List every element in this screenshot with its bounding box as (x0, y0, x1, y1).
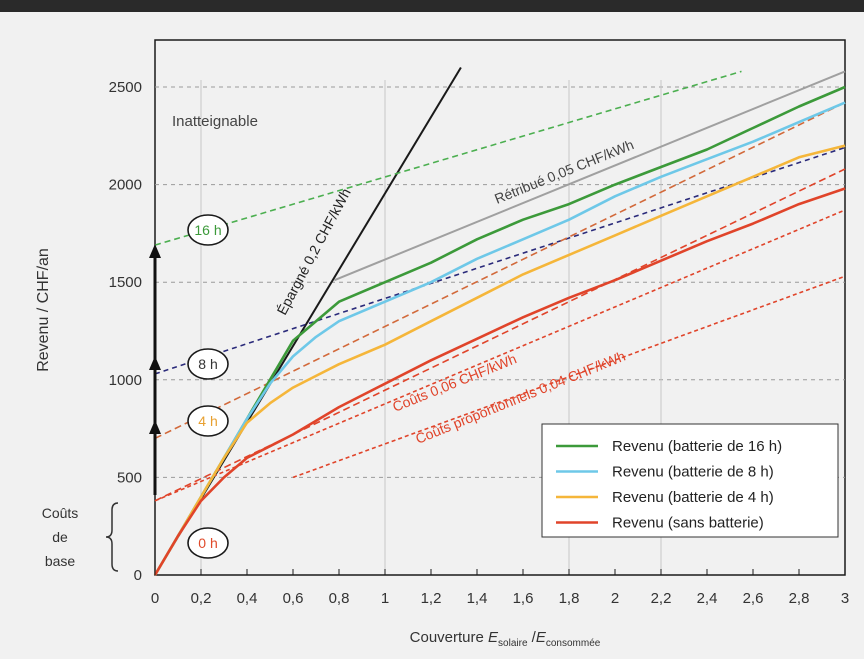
base-costs-line-3: base (45, 553, 76, 569)
legend-label-2: Revenu (batterie de 4 h) (612, 489, 774, 506)
y-tick-label-3: 1500 (109, 274, 142, 291)
reference-line-4 (154, 101, 846, 440)
battery-label-circle-0 (187, 214, 229, 246)
series-line-3 (153, 187, 846, 576)
x-tick-label-14: 2,8 (789, 590, 810, 607)
x-label-sub1: solaire (498, 638, 528, 649)
battery-label-2: 4 h (198, 413, 217, 429)
x-tick-label-13: 2,6 (743, 590, 764, 607)
y-axis-label: Revenu / CHF/an (35, 248, 52, 372)
x-tick-label-4: 0,8 (329, 590, 350, 607)
series-lines (153, 85, 846, 576)
x-tick-label-11: 2,2 (651, 590, 672, 607)
base-costs-line-2: de (52, 529, 68, 545)
x-label-prefix: Couverture (410, 629, 488, 646)
y-tick-label-4: 2000 (109, 177, 142, 194)
battery-label-circle-2 (187, 405, 229, 437)
x-tick-label-5: 1 (381, 590, 389, 607)
base-costs-brace (105, 502, 119, 572)
x-tick-label-8: 1,6 (513, 590, 534, 607)
x-tick-label-0: 0 (151, 590, 159, 607)
y-tick-label-5: 2500 (109, 79, 142, 96)
legend: Revenu (batterie de 16 h) Revenu (batteri… (541, 423, 839, 538)
arrow-head-4h (149, 420, 161, 434)
annotation-unreachable: Inatteignable (172, 113, 258, 130)
series-line-2 (153, 144, 846, 576)
arrow-head-16h (149, 244, 161, 258)
y-tick-label-1: 500 (117, 469, 142, 486)
y-axis-arrows (149, 244, 161, 495)
x-label-e2: E (536, 629, 547, 646)
x-tick-label-6: 1,2 (421, 590, 442, 607)
legend-items: Revenu (batterie de 16 h) Revenu (batteri… (556, 438, 782, 532)
battery-label-1: 8 h (198, 356, 217, 372)
battery-label-circle-1 (187, 348, 229, 380)
legend-label-0: Revenu (batterie de 16 h) (612, 438, 782, 455)
y-tick-label-2: 1000 (109, 372, 142, 389)
battery-label-0: 16 h (194, 222, 221, 238)
x-tick-label-9: 1,8 (559, 590, 580, 607)
annotation-saved: Épargné 0,2 CHF/kWh (274, 186, 354, 318)
x-tick-label-12: 2,4 (697, 590, 718, 607)
y-ticks: 0 500 1000 1500 2000 2500 (109, 79, 142, 584)
legend-box (541, 423, 839, 538)
x-tick-label-7: 1,4 (467, 590, 488, 607)
legend-label-1: Revenu (batterie de 8 h) (612, 464, 774, 481)
legend-label-3: Revenu (sans batterie) (612, 515, 764, 532)
x-tick-label-3: 0,6 (283, 590, 304, 607)
reference-line-2 (154, 70, 742, 246)
battery-label-circle-3 (187, 527, 229, 559)
y-tick-label-0: 0 (134, 567, 142, 584)
top-bar (0, 0, 864, 12)
x-tick-label-2: 0,4 (237, 590, 258, 607)
x-axis-label: Couverture Esolaire /Econsommée (410, 629, 601, 649)
x-tick-label-10: 2 (611, 590, 619, 607)
base-costs-line-1: Coûts (42, 505, 79, 521)
x-label-slash: / (528, 629, 537, 646)
x-label-e1: E (488, 629, 499, 646)
battery-labels: 16 h 8 h 4 h 0 h (187, 214, 229, 559)
x-label-sub2: consommée (546, 638, 601, 649)
x-ticks: 0 0,2 0,4 0,6 0,8 1 1,2 1,4 1,6 1,8 2 2,2 2,4 2,6 2,8 3 (151, 569, 849, 607)
x-tick-label-15: 3 (841, 590, 849, 607)
arrow-head-8h (149, 356, 161, 370)
reference-line-6 (154, 209, 846, 502)
x-tick-label-1: 0,2 (191, 590, 212, 607)
reference-line-1 (334, 70, 846, 282)
battery-label-3: 0 h (198, 535, 217, 551)
